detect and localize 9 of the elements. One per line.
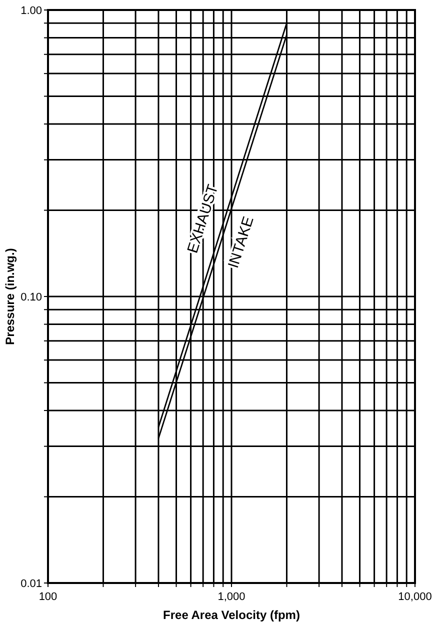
y-tick-label: 0.10 <box>20 291 42 304</box>
x-tick-label: 1,000 <box>218 591 246 603</box>
x-tick-label: 10,000 <box>398 591 432 603</box>
x-axis-title: Free Area Velocity (fpm) <box>163 608 300 622</box>
y-axis-title: Pressure (in.wg.) <box>3 248 17 345</box>
y-tick-label: 1.00 <box>20 4 42 17</box>
y-tick-label: 0.01 <box>20 578 42 590</box>
text: INTAKE <box>225 214 258 270</box>
x-tick-label: 100 <box>38 591 58 603</box>
